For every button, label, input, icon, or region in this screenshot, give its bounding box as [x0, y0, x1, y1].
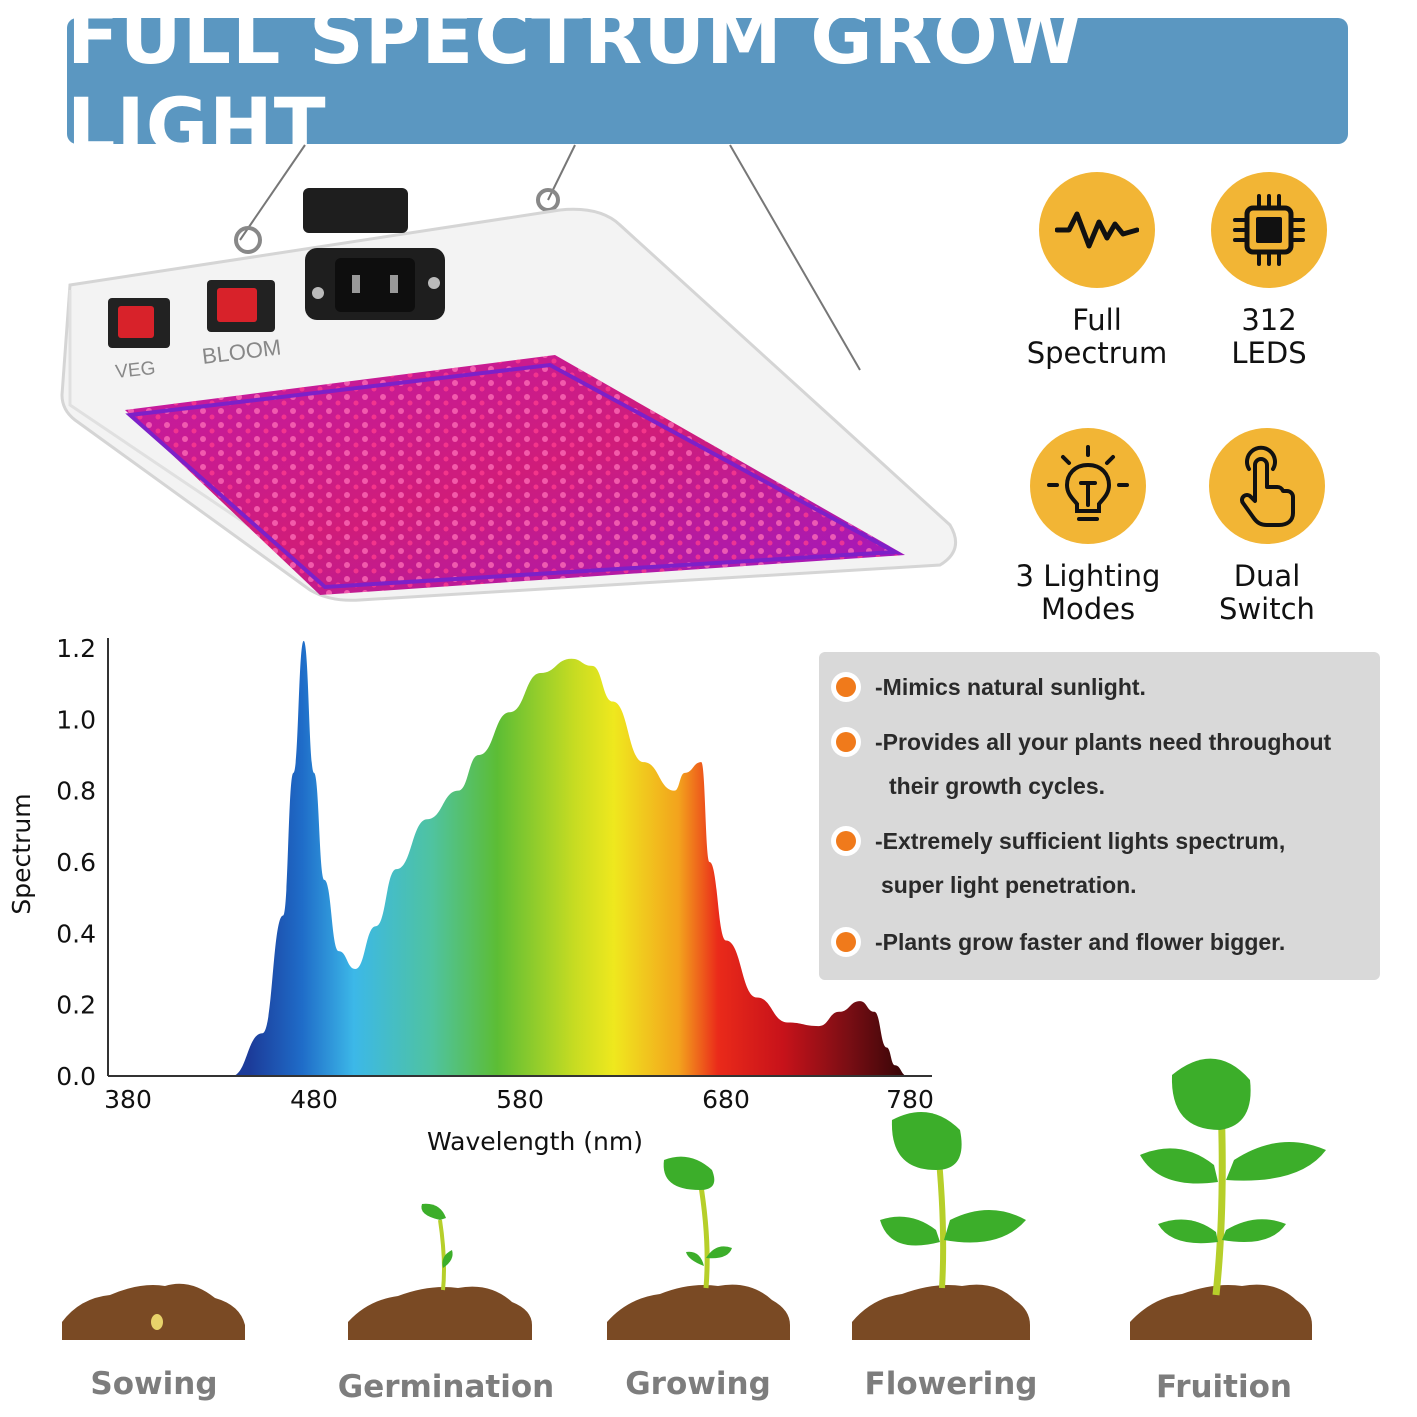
- benefit-text: super light penetration.: [881, 872, 1137, 898]
- bullet-icon: [831, 927, 861, 957]
- x-axis-label: Wavelength (nm): [427, 1127, 643, 1156]
- x-tick-label: 580: [496, 1085, 544, 1114]
- y-tick-label: 0.6: [56, 848, 96, 877]
- benefit-item: -Extremely sufficient lights spectrum, s…: [831, 826, 1285, 907]
- benefit-item: -Provides all your plants need throughou…: [831, 727, 1331, 808]
- bullet-icon: [831, 727, 861, 757]
- bulb-icon: [1030, 428, 1146, 544]
- feature-label: Full: [1072, 303, 1122, 337]
- stage-label-growing: Growing: [625, 1366, 771, 1402]
- spectrum-chart: 0.0 0.2 0.4 0.6 0.8 1.0 1.2 380 480 580 680 780 Wa…: [7, 634, 934, 1156]
- title-banner: FULL SPECTRUM GROW LIGHT: [67, 0, 1348, 170]
- feature-label: 312: [1241, 303, 1297, 337]
- waveform-icon: [1039, 172, 1155, 288]
- benefit-text: -Provides all your plants need throughou…: [875, 729, 1332, 755]
- x-tick-label: 680: [702, 1085, 750, 1114]
- feature-leds: 312 LEDS: [1169, 172, 1369, 370]
- touch-hand-icon: [1209, 428, 1325, 544]
- benefit-text: -Plants grow faster and flower bigger.: [875, 929, 1286, 955]
- feature-full-spectrum: Full Spectrum: [997, 172, 1197, 370]
- feature-label: Dual: [1233, 559, 1301, 593]
- soil-mound: [1130, 1284, 1312, 1340]
- feature-label: 3 Lighting: [1015, 559, 1161, 593]
- feature-label: Spectrum: [1026, 336, 1168, 370]
- sprout-icon: [421, 1203, 453, 1291]
- y-tick-label: 1.2: [56, 634, 96, 663]
- benefit-text: -Mimics natural sunlight.: [875, 674, 1146, 700]
- soil-mound: [62, 1283, 245, 1340]
- seed-icon: [151, 1314, 163, 1330]
- seedling-icon: [663, 1156, 732, 1289]
- x-tick-label: 380: [104, 1085, 152, 1114]
- veg-switch-label: VEG: [114, 358, 156, 383]
- y-tick-label: 0.8: [56, 777, 96, 806]
- benefits-panel: -Mimics natural sunlight. -Provides all …: [819, 652, 1380, 980]
- feature-lighting-modes: 3 Lighting Modes: [988, 428, 1188, 626]
- benefit-text: their growth cycles.: [889, 773, 1106, 799]
- page-title: FULL SPECTRUM GROW LIGHT: [67, 0, 1084, 170]
- stage-label-fruition: Fruition: [1156, 1369, 1292, 1405]
- growth-stages-illustration: [62, 1058, 1326, 1340]
- bullet-icon: [831, 826, 861, 856]
- feature-label: LEDS: [1231, 336, 1307, 370]
- chip-icon: [1211, 172, 1327, 288]
- feature-label: Switch: [1219, 592, 1315, 626]
- soil-mound: [348, 1286, 532, 1340]
- bullet-icon: [831, 672, 861, 702]
- feature-dual-switch: Dual Switch: [1167, 428, 1367, 626]
- stage-label-germination: Germination: [337, 1369, 555, 1405]
- young-plant-icon: [880, 1112, 1026, 1289]
- benefit-item: -Mimics natural sunlight.: [831, 672, 1146, 709]
- y-tick-label: 0.2: [56, 991, 96, 1020]
- x-tick-label: 780: [886, 1085, 934, 1114]
- y-tick-label: 1.0: [56, 705, 96, 734]
- y-tick-label: 0.4: [56, 919, 96, 948]
- spectrum-area: [231, 640, 908, 1076]
- feature-label: Modes: [1040, 592, 1136, 626]
- mature-plant-icon: [1140, 1058, 1326, 1296]
- x-tick-label: 480: [290, 1085, 338, 1114]
- stage-label-sowing: Sowing: [90, 1366, 218, 1402]
- soil-mound: [852, 1284, 1030, 1340]
- y-tick-label: 0.0: [56, 1062, 96, 1091]
- y-axis-label: Spectrum: [7, 793, 36, 914]
- soil-mound: [607, 1284, 790, 1340]
- grow-light-image: VEG BLOOM: [60, 144, 958, 602]
- stage-label-flowering: Flowering: [864, 1366, 1038, 1402]
- benefit-text: -Extremely sufficient lights spectrum,: [875, 828, 1286, 854]
- benefit-item: -Plants grow faster and flower bigger.: [831, 927, 1285, 964]
